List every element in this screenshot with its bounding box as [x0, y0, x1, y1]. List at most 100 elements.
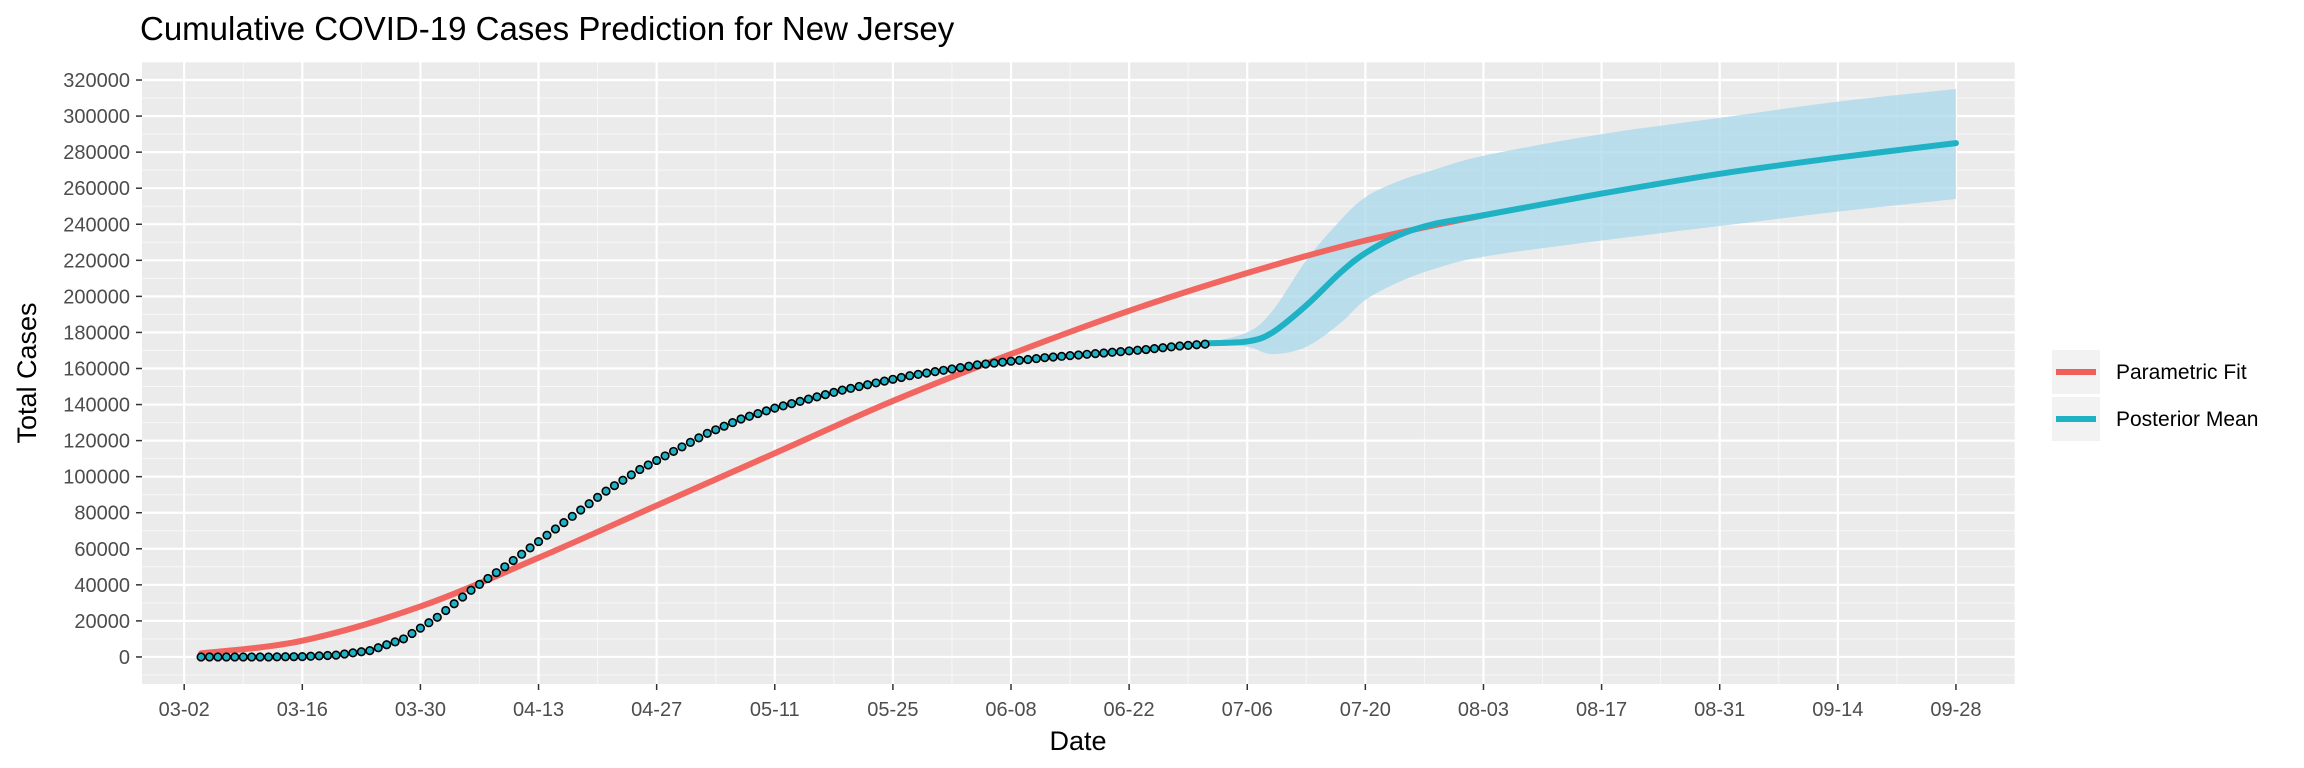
observed-point: [694, 433, 704, 443]
observed-point: [550, 524, 561, 534]
observed-point: [938, 365, 949, 375]
observed-point: [289, 652, 299, 662]
observed-point: [727, 417, 738, 428]
observed-point: [1031, 353, 1041, 364]
observed-point: [1057, 351, 1067, 361]
observed-point: [862, 380, 873, 390]
observed-point: [964, 361, 974, 371]
posterior-mean-line: [1202, 140, 1959, 347]
observed-point: [398, 634, 409, 644]
y-tick-label: 100000: [63, 467, 130, 489]
observed-point: [247, 652, 257, 662]
y-tick-label: 160000: [63, 358, 130, 380]
chart-title: Cumulative COVID-19 Cases Prediction for…: [140, 10, 955, 47]
x-tick-label: 08-03: [1458, 699, 1509, 721]
observed-point: [896, 372, 906, 383]
observed-point: [1124, 346, 1134, 356]
observed-point: [424, 618, 434, 628]
observed-point: [297, 651, 307, 662]
y-tick-label: 40000: [74, 575, 130, 597]
x-tick-label: 09-28: [1930, 699, 1981, 721]
observed-point: [972, 360, 982, 370]
legend: Parametric Fit Posterior Mean: [2052, 350, 2258, 441]
observed-point: [348, 648, 358, 658]
observed-point: [1023, 354, 1033, 365]
observed-point: [255, 652, 265, 662]
observed-point: [803, 394, 814, 404]
x-tick-label: 06-22: [1104, 699, 1155, 721]
observed-point: [668, 446, 679, 457]
observed-point: [652, 455, 662, 466]
observed-point: [837, 385, 847, 395]
x-tick-label: 09-14: [1812, 699, 1863, 721]
observed-point: [753, 408, 763, 419]
legend-label: Parametric Fit: [2116, 361, 2247, 384]
observed-point: [1166, 342, 1176, 352]
x-tick-label: 08-31: [1694, 699, 1745, 721]
observed-point: [592, 492, 603, 503]
observed-point: [238, 652, 248, 662]
observed-point: [955, 362, 965, 373]
parametric-fit-line: [198, 212, 1487, 657]
observed-point: [905, 371, 915, 381]
observed-point: [989, 358, 999, 368]
observed-point: [407, 628, 417, 639]
y-tick-label: 240000: [63, 214, 130, 236]
observed-point: [213, 652, 223, 662]
observed-point: [508, 555, 518, 566]
y-axis-ticks: 0 20000 40000 60000 80000 100000 120000 140000 1…: [63, 70, 142, 669]
observed-point: [1132, 345, 1143, 355]
observed-point: [913, 369, 923, 379]
y-axis-title: Total Cases: [12, 302, 42, 443]
observed-points: [196, 339, 1210, 662]
observed-point: [280, 652, 291, 662]
observed-point: [1192, 340, 1202, 350]
y-tick-label: 180000: [63, 322, 130, 344]
x-tick-label: 05-25: [867, 699, 918, 721]
x-tick-label: 03-30: [395, 699, 446, 721]
observed-point: [947, 364, 957, 374]
observed-point: [601, 486, 611, 496]
observed-point: [196, 652, 206, 662]
x-tick-label: 07-20: [1340, 699, 1391, 721]
observed-point: [744, 411, 755, 421]
observed-point: [795, 396, 805, 406]
observed-point: [879, 376, 890, 386]
y-tick-label: 300000: [63, 106, 130, 128]
observed-point: [643, 460, 653, 470]
observed-point: [584, 499, 594, 509]
observed-point: [922, 368, 932, 378]
x-tick-label: 03-02: [159, 699, 210, 721]
observed-point: [263, 652, 274, 662]
observed-point: [356, 647, 366, 657]
y-tick-label: 320000: [63, 70, 130, 92]
x-tick-label: 05-11: [750, 699, 800, 721]
x-tick-label: 06-08: [985, 699, 1036, 721]
observed-point: [812, 392, 822, 402]
observed-point: [719, 421, 729, 431]
y-tick-label: 120000: [63, 431, 130, 453]
x-axis-title: Date: [1049, 726, 1106, 756]
observed-point: [441, 605, 451, 616]
y-tick-label: 280000: [63, 142, 130, 164]
y-tick-label: 200000: [63, 286, 130, 308]
observed-point: [517, 549, 527, 559]
observed-point: [559, 518, 569, 528]
grid-major: [142, 62, 2015, 684]
observed-point: [432, 612, 442, 622]
observed-point: [230, 652, 240, 662]
x-tick-label: 04-27: [631, 699, 682, 721]
observed-point: [1048, 352, 1058, 362]
y-tick-label: 260000: [63, 178, 130, 200]
observed-point: [491, 568, 501, 578]
observed-point: [1006, 356, 1016, 366]
observed-point: [677, 442, 687, 452]
observed-point: [635, 464, 645, 475]
observed-point: [567, 511, 577, 521]
x-tick-label: 03-16: [277, 699, 328, 721]
observed-point: [846, 383, 856, 393]
observed-point: [415, 623, 426, 633]
posterior-interval-ribbon: [1205, 89, 1956, 355]
observed-point: [1082, 349, 1092, 359]
